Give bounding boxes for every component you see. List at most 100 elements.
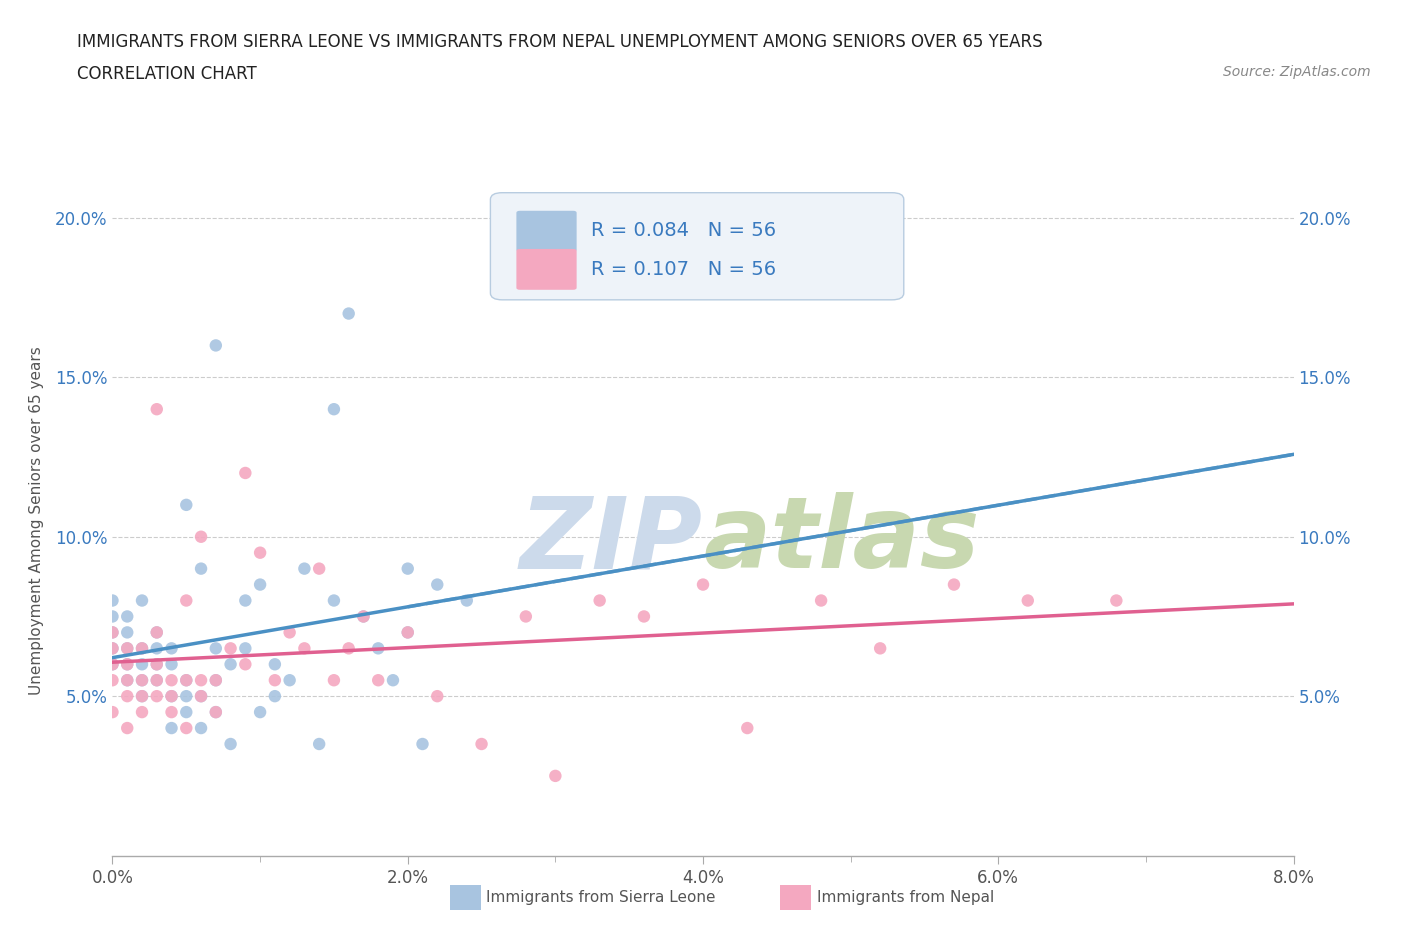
Point: [101, 625, 124, 640]
Text: IMMIGRANTS FROM SIERRA LEONE VS IMMIGRANTS FROM NEPAL UNEMPLOYMENT AMONG SENIORS: IMMIGRANTS FROM SIERRA LEONE VS IMMIGRAN…: [77, 33, 1043, 50]
Point: [190, 561, 212, 576]
Point: [174, 672, 197, 687]
Text: R = 0.084   N = 56: R = 0.084 N = 56: [591, 221, 776, 240]
Point: [101, 593, 124, 608]
Point: [810, 593, 832, 608]
Point: [117, 609, 138, 624]
Point: [117, 689, 138, 704]
Point: [233, 641, 256, 656]
Point: [131, 641, 153, 656]
Point: [174, 705, 197, 720]
Point: [308, 737, 330, 751]
Text: CORRELATION CHART: CORRELATION CHART: [77, 65, 257, 83]
Point: [323, 402, 346, 417]
Point: [131, 705, 153, 720]
Point: [146, 625, 169, 640]
Point: [1105, 593, 1128, 608]
Point: [131, 593, 153, 608]
Point: [117, 721, 138, 736]
Point: [278, 672, 301, 687]
Point: [101, 657, 124, 671]
Text: R = 0.107   N = 56: R = 0.107 N = 56: [591, 260, 776, 279]
Point: [174, 498, 197, 512]
Point: [146, 402, 169, 417]
Point: [205, 338, 228, 352]
Point: [323, 672, 346, 687]
Point: [219, 737, 242, 751]
Text: ZIP: ZIP: [520, 492, 703, 590]
Point: [131, 672, 153, 687]
Point: [101, 625, 124, 640]
Point: [396, 625, 419, 640]
Point: [160, 672, 183, 687]
Point: [131, 657, 153, 671]
Point: [633, 609, 655, 624]
Text: atlas: atlas: [703, 492, 980, 590]
Point: [101, 705, 124, 720]
FancyBboxPatch shape: [491, 193, 904, 299]
Point: [117, 657, 138, 671]
Point: [101, 672, 124, 687]
Point: [249, 705, 271, 720]
Point: [292, 641, 315, 656]
Point: [396, 561, 419, 576]
Point: [146, 657, 169, 671]
Point: [396, 625, 419, 640]
Point: [367, 641, 389, 656]
Point: [146, 657, 169, 671]
Point: [146, 689, 169, 704]
Point: [1017, 593, 1039, 608]
Point: [382, 672, 405, 687]
Point: [190, 721, 212, 736]
Point: [869, 641, 891, 656]
Point: [117, 672, 138, 687]
Point: [117, 641, 138, 656]
Point: [101, 641, 124, 656]
Point: [205, 672, 228, 687]
Point: [337, 641, 360, 656]
Point: [471, 737, 494, 751]
Point: [160, 641, 183, 656]
Point: [515, 609, 537, 624]
Point: [146, 641, 169, 656]
Point: [292, 561, 315, 576]
Point: [131, 641, 153, 656]
Point: [367, 672, 389, 687]
Point: [692, 578, 714, 592]
Point: [337, 306, 360, 321]
Point: [219, 657, 242, 671]
Point: [544, 768, 567, 783]
Point: [205, 641, 228, 656]
Point: [160, 657, 183, 671]
Point: [323, 593, 346, 608]
Point: [131, 689, 153, 704]
Point: [117, 625, 138, 640]
Point: [205, 705, 228, 720]
Point: [190, 689, 212, 704]
Point: [101, 657, 124, 671]
Point: [146, 672, 169, 687]
Point: [174, 689, 197, 704]
Point: [249, 578, 271, 592]
Point: [174, 721, 197, 736]
Point: [190, 689, 212, 704]
FancyBboxPatch shape: [516, 211, 576, 252]
Point: [131, 672, 153, 687]
Text: Immigrants from Nepal: Immigrants from Nepal: [817, 890, 994, 905]
FancyBboxPatch shape: [516, 249, 576, 290]
Point: [737, 721, 759, 736]
Point: [160, 689, 183, 704]
Point: [412, 737, 434, 751]
Point: [131, 689, 153, 704]
Point: [264, 657, 287, 671]
Text: Source: ZipAtlas.com: Source: ZipAtlas.com: [1223, 65, 1371, 79]
Point: [117, 641, 138, 656]
Point: [117, 657, 138, 671]
Point: [146, 672, 169, 687]
Point: [426, 578, 449, 592]
Point: [219, 641, 242, 656]
Point: [352, 609, 374, 624]
Point: [588, 593, 610, 608]
Point: [278, 625, 301, 640]
Point: [205, 705, 228, 720]
